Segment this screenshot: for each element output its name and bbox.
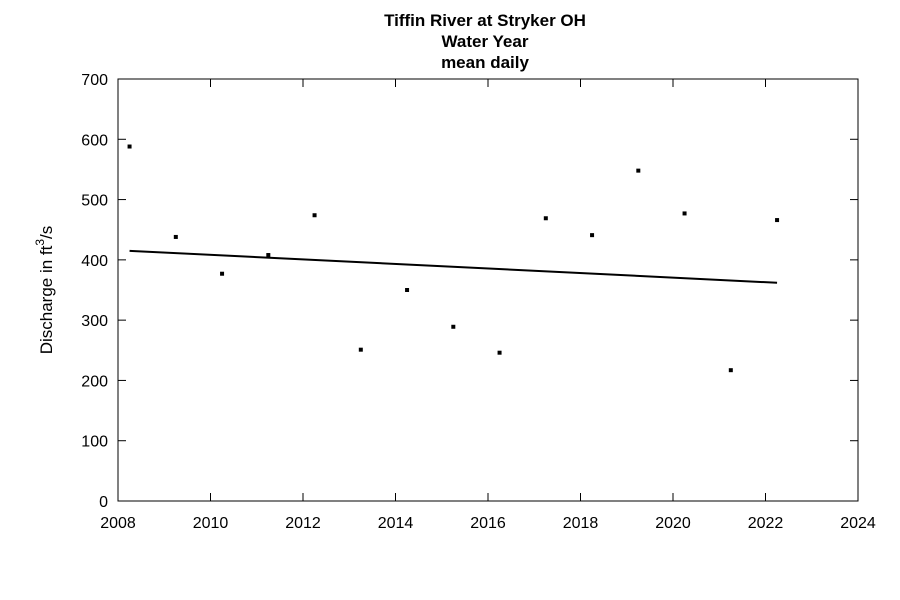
title-line-2: mean daily: [441, 53, 529, 72]
y-tick-label: 300: [81, 313, 108, 330]
title-line-1: Water Year: [442, 32, 529, 51]
data-point-7: [451, 324, 456, 329]
data-point-13: [728, 368, 733, 373]
x-tick-label: 2010: [193, 515, 229, 532]
data-point-0: [127, 144, 132, 149]
trend-line-group: [129, 249, 778, 284]
y-tick-label: 0: [99, 494, 108, 511]
plot-frame: [117, 78, 859, 502]
y-axis-label-prefix: Discharge in: [37, 255, 56, 354]
data-point-11: [636, 168, 641, 173]
x-tick-label: 2012: [285, 515, 321, 532]
data-point-1: [173, 234, 178, 239]
x-tick-label: 2016: [470, 515, 506, 532]
data-point-4: [312, 213, 317, 218]
y-axis-label-unit: ft: [37, 245, 56, 255]
x-tick-label: 2020: [655, 515, 691, 532]
data-point-8: [497, 350, 502, 355]
y-axis-label-superscript: 3: [33, 239, 47, 246]
data-point-6: [405, 288, 410, 292]
y-tick-label: 400: [81, 253, 108, 270]
x-tick-label: 2018: [563, 515, 599, 532]
x-axis: 2008 2010 2012 2014 2016 2018 2020 2022 2024: [100, 79, 876, 532]
data-point-3: [266, 253, 271, 258]
y-tick-label: 500: [81, 193, 108, 210]
data-point-10: [590, 233, 595, 238]
data-point-5: [358, 347, 363, 352]
x-tick-label: 2008: [100, 515, 136, 532]
y-axis-label: Discharge in ft3/s: [33, 226, 56, 355]
trend-line: [129, 249, 778, 284]
y-axis-label-suffix: /s: [37, 226, 56, 239]
data-points: [127, 144, 780, 373]
x-tick-label: 2024: [840, 515, 876, 532]
title-line-0: Tiffin River at Stryker OH: [384, 11, 586, 30]
y-tick-label: 600: [81, 132, 108, 149]
data-point-2: [220, 271, 225, 276]
y-axis: 0 100 200 300 400 500 600 700: [81, 72, 858, 511]
y-tick-label: 200: [81, 373, 108, 390]
y-tick-label: 700: [81, 72, 108, 89]
data-point-14: [775, 218, 780, 223]
chart-title: Tiffin River at Stryker OH Water Year mean…: [384, 11, 586, 72]
y-axis-label-text: Discharge in ft3/s: [33, 226, 56, 355]
x-tick-label: 2014: [378, 515, 414, 532]
data-point-12: [682, 211, 687, 216]
data-point-9: [543, 216, 548, 221]
x-tick-label: 2022: [748, 515, 784, 532]
y-tick-label: 100: [81, 434, 108, 451]
